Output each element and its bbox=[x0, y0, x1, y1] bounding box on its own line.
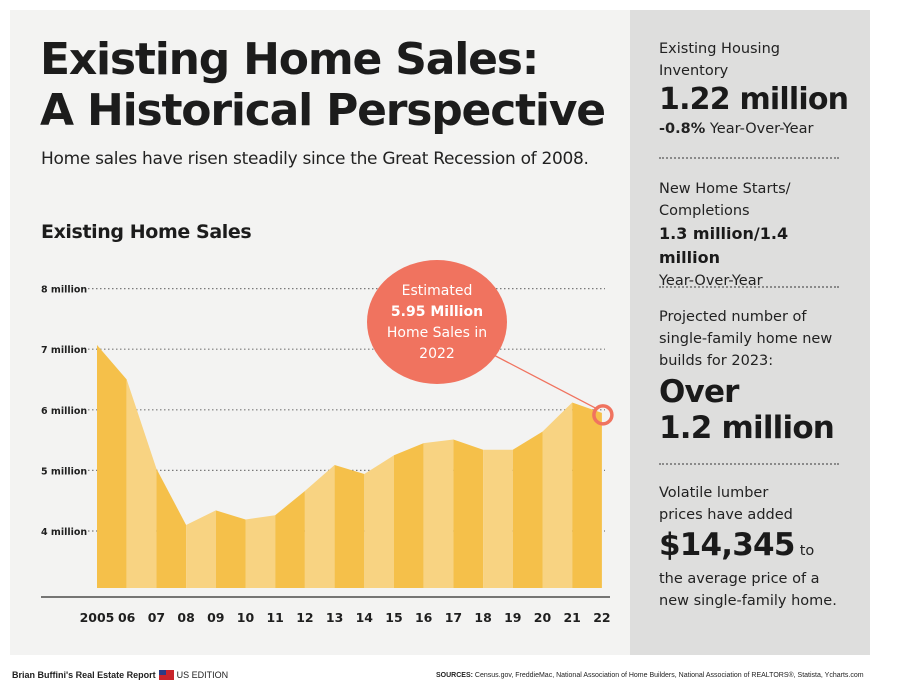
area-band bbox=[334, 464, 365, 588]
inventory-stat: Existing Housing Inventory 1.22 million … bbox=[659, 38, 854, 140]
lumber-to: to bbox=[799, 543, 815, 559]
area-bands bbox=[97, 344, 602, 588]
inventory-change-suffix: Year-Over-Year bbox=[709, 121, 814, 137]
inventory-change: -0.8% Year-Over-Year bbox=[659, 118, 854, 140]
starts-label: New Home Starts/ Completions bbox=[659, 181, 791, 219]
page-title: Existing Home Sales: A Historical Perspe… bbox=[40, 34, 606, 136]
x-tick-label: 14 bbox=[356, 610, 374, 625]
title-line-1: Existing Home Sales: bbox=[40, 34, 539, 85]
area-band bbox=[304, 464, 335, 588]
edition-label: US EDITION bbox=[176, 670, 229, 680]
starts-stat: New Home Starts/ Completions 1.3 million… bbox=[659, 178, 854, 292]
inventory-label: Existing Housing Inventory bbox=[659, 41, 780, 79]
footer-sources: SOURCES: Census.gov, FreddieMac, Nationa… bbox=[436, 672, 864, 679]
x-tick-label: 18 bbox=[474, 610, 491, 625]
x-tick-label: 22 bbox=[593, 610, 610, 625]
y-tick-label: 5 million bbox=[41, 466, 87, 477]
inventory-value: 1.22 million bbox=[659, 82, 849, 117]
lumber-label: Volatile lumber prices have added bbox=[659, 485, 793, 523]
x-tick-label: 07 bbox=[148, 610, 165, 625]
x-axis-ticks: 2005 06 07 08 09 10 11 12 13 14 15 16 17 18 19 20 21 22 bbox=[80, 610, 611, 625]
area-band bbox=[394, 443, 424, 588]
callout-line-4: 2022 bbox=[419, 346, 455, 362]
x-tick-label: 08 bbox=[177, 610, 194, 625]
area-band bbox=[453, 439, 484, 588]
estimate-callout: Estimated 5.95 Million Home Sales in 202… bbox=[367, 260, 507, 384]
callout-line-3: Home Sales in bbox=[386, 325, 488, 341]
x-tick-label: 11 bbox=[266, 610, 283, 625]
area-band bbox=[156, 468, 187, 588]
x-tick-label: 15 bbox=[385, 610, 402, 625]
x-tick-label: 20 bbox=[534, 610, 552, 625]
y-tick-label: 6 million bbox=[41, 406, 87, 417]
divider bbox=[659, 157, 839, 159]
area-band bbox=[364, 455, 394, 588]
projected-value-line-2: 1.2 million bbox=[659, 410, 835, 446]
x-tick-label: 06 bbox=[118, 610, 136, 625]
lumber-stat: Volatile lumber prices have added $14,34… bbox=[659, 482, 854, 612]
callout-line-1: Estimated bbox=[401, 283, 473, 299]
footer-brand: Brian Buffini's Real Estate Report US ED… bbox=[12, 670, 228, 680]
area-band bbox=[97, 344, 127, 588]
brand-name: Brian Buffini's Real Estate Report bbox=[12, 670, 156, 680]
x-tick-label: 12 bbox=[296, 610, 313, 625]
area-band bbox=[542, 402, 573, 588]
highlight-marker bbox=[592, 404, 614, 426]
divider bbox=[659, 463, 839, 465]
starts-suffix: Year-Over-Year bbox=[659, 273, 763, 289]
x-tick-label: 13 bbox=[326, 610, 343, 625]
area-band bbox=[275, 491, 305, 588]
y-tick-label: 4 million bbox=[41, 527, 87, 538]
sources-text: Census.gov, FreddieMac, National Associa… bbox=[474, 672, 864, 679]
area-band bbox=[215, 510, 246, 588]
area-band bbox=[483, 449, 513, 588]
chart-heading: Existing Home Sales bbox=[41, 221, 252, 243]
x-tick-label: 19 bbox=[504, 610, 521, 625]
stats-sidebar bbox=[630, 10, 870, 655]
area-band bbox=[572, 402, 602, 588]
projected-stat: Projected number of single-family home n… bbox=[659, 306, 854, 446]
lumber-suffix: the average price of a new single-family… bbox=[659, 571, 837, 609]
x-tick-label: 09 bbox=[207, 610, 224, 625]
callout-leader-line bbox=[487, 351, 598, 410]
y-tick-label: 8 million bbox=[41, 285, 87, 296]
x-tick-label: 10 bbox=[237, 610, 255, 625]
area-band bbox=[423, 439, 454, 588]
y-axis-ticks: 4 million 5 million 6 million 7 million 8 mi… bbox=[41, 285, 87, 538]
lumber-value: $14,345 bbox=[659, 527, 795, 563]
area-band bbox=[245, 515, 276, 588]
x-tick-label: 16 bbox=[415, 610, 433, 625]
callout-value: 5.95 Million bbox=[390, 304, 484, 320]
us-flag-icon bbox=[158, 670, 174, 680]
area-band bbox=[512, 431, 543, 588]
starts-value: 1.3 million/1.4 million bbox=[659, 224, 789, 267]
sources-label: SOURCES: bbox=[436, 672, 473, 679]
projected-value-line-1: Over bbox=[659, 374, 739, 410]
inventory-change-value: -0.8% bbox=[659, 121, 706, 137]
divider bbox=[659, 286, 839, 288]
area-band bbox=[126, 379, 157, 588]
x-tick-label: 2005 bbox=[80, 610, 115, 625]
callout-line-2: 5.95 Million bbox=[367, 302, 507, 323]
area-band bbox=[186, 510, 216, 588]
x-tick-label: 21 bbox=[563, 610, 580, 625]
x-tick-label: 17 bbox=[445, 610, 462, 625]
page-subtitle: Home sales have risen steadily since the… bbox=[41, 149, 589, 169]
y-tick-label: 7 million bbox=[41, 345, 87, 356]
title-line-2: A Historical Perspective bbox=[40, 85, 606, 136]
lumber-value-row: $14,345 to bbox=[659, 527, 854, 568]
projected-label: Projected number of single-family home n… bbox=[659, 309, 833, 369]
